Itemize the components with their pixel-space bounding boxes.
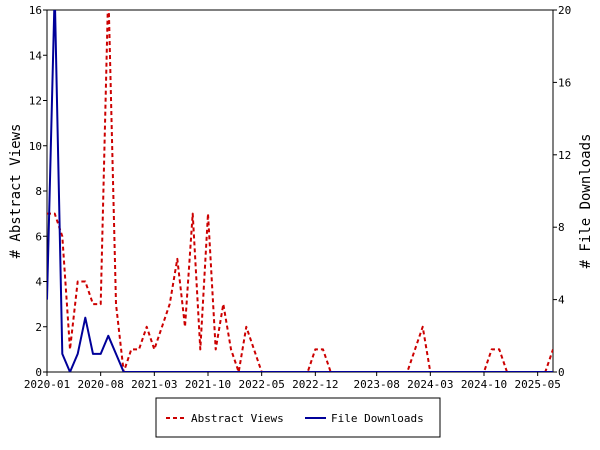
x-tick-label: 2023-08	[353, 378, 399, 391]
x-tick-label: 2020-01	[24, 378, 70, 391]
legend-box	[155, 397, 441, 438]
y-axis-title-right: # File Downloads	[578, 134, 594, 269]
y-tick-label-left: 8	[35, 185, 42, 198]
y-tick-label-right: 4	[558, 294, 565, 307]
x-tick-label: 2024-03	[407, 378, 453, 391]
y-tick-label-right: 12	[558, 149, 571, 162]
y-tick-label-left: 4	[35, 276, 42, 289]
y-tick-label-right: 16	[558, 76, 571, 89]
legend: Abstract Views File Downloads	[155, 397, 441, 438]
legend-label-file-downloads: File Downloads	[331, 412, 424, 425]
x-tick-label: 2020-08	[77, 378, 123, 391]
x-tick-label: 2022-05	[238, 378, 284, 391]
y-tick-label-left: 10	[29, 140, 42, 153]
y-tick-label-right: 8	[558, 221, 565, 234]
y-axis-title-left: # Abstract Views	[8, 124, 24, 259]
y-tick-label-left: 14	[29, 49, 43, 62]
y-tick-label-left: 6	[35, 230, 42, 243]
x-tick-label: 2021-10	[185, 378, 231, 391]
y-tick-label-left: 16	[29, 4, 42, 17]
y-tick-label-left: 0	[35, 366, 42, 379]
x-tick-label: 2022-12	[292, 378, 338, 391]
y-tick-label-right: 20	[558, 4, 571, 17]
x-tick-label: 2025-05	[514, 378, 560, 391]
y-tick-label-left: 12	[29, 95, 42, 108]
y-tick-label-right: 0	[558, 366, 565, 379]
x-tick-label: 2024-10	[461, 378, 507, 391]
plot-area	[46, 9, 554, 373]
legend-label-abstract-views: Abstract Views	[191, 412, 284, 425]
x-tick-label: 2021-03	[131, 378, 177, 391]
y-tick-label-left: 2	[35, 321, 42, 334]
